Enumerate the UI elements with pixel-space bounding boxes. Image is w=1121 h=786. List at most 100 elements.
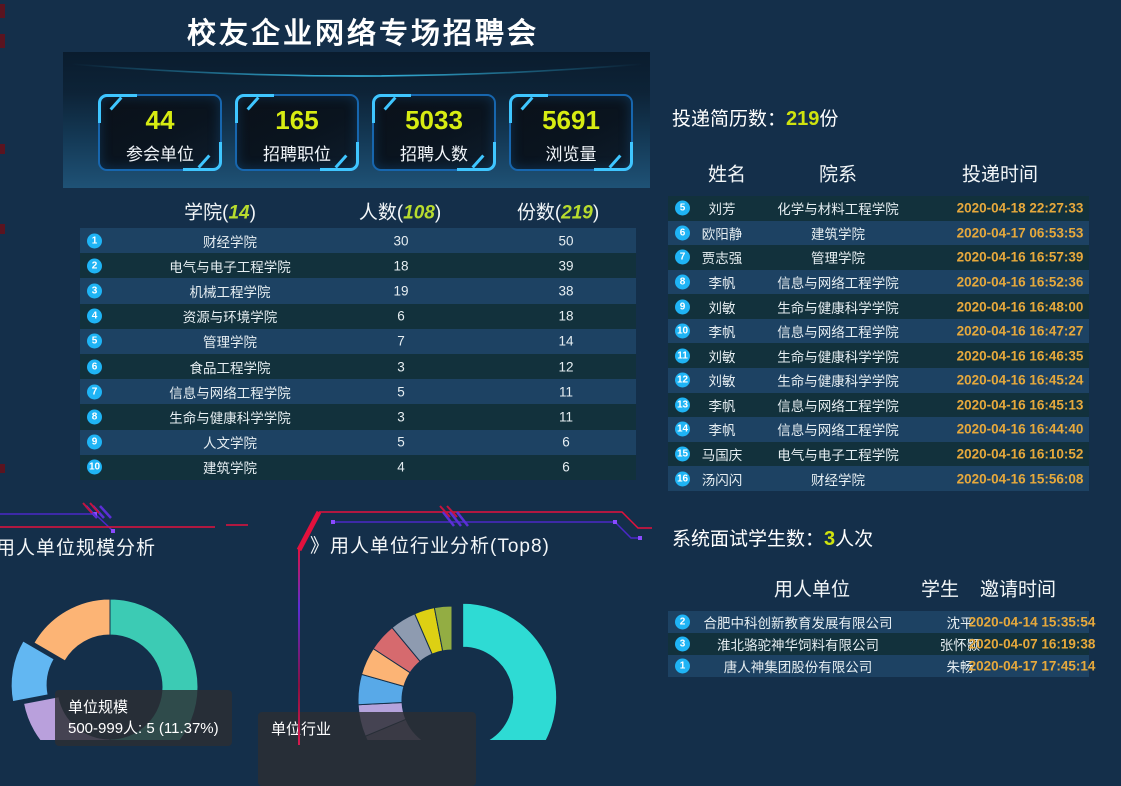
name-cell: 李帆 xyxy=(708,423,736,439)
resume-table: 5 刘芳 化学与材料工程学院 2020-04-18 22:27:33 6 欧阳静… xyxy=(668,196,1089,491)
donut-slice[interactable] xyxy=(433,605,453,652)
time-cell: 2020-04-07 16:19:38 xyxy=(968,636,1096,652)
people-cell: 6 xyxy=(397,308,405,324)
donut-slice[interactable] xyxy=(462,602,558,740)
dept-cell: 生命与健康科学学院 xyxy=(777,349,899,365)
rank-badge: 3 xyxy=(675,636,690,652)
table-row: 4 资源与环境学院 6 18 xyxy=(80,303,636,329)
rank-badge: 1 xyxy=(87,233,102,249)
table-row: 10 李帆 信息与网络工程学院 2020-04-16 16:47:27 xyxy=(668,318,1089,344)
table-row: 8 李帆 信息与网络工程学院 2020-04-16 16:52:36 xyxy=(668,269,1089,295)
donut-slice[interactable] xyxy=(10,640,55,703)
time-cell: 2020-04-16 16:44:40 xyxy=(956,421,1084,437)
copies-cell: 18 xyxy=(558,308,574,324)
resume-panel-title: 投递简历数：219份 xyxy=(672,108,839,130)
copies-cell: 14 xyxy=(558,333,574,349)
copies-cell: 11 xyxy=(558,409,573,425)
table-row: 13 李帆 信息与网络工程学院 2020-04-16 16:45:13 xyxy=(668,392,1089,418)
table-row: 7 信息与网络工程学院 5 11 xyxy=(80,379,636,405)
people-header: 人数(108) xyxy=(358,202,442,224)
people-cell: 19 xyxy=(393,283,409,299)
name-cell: 刘敏 xyxy=(708,300,736,316)
college-cell: 财经学院 xyxy=(203,234,257,250)
rank-badge: 11 xyxy=(675,348,690,364)
dept-cell: 信息与网络工程学院 xyxy=(777,423,899,439)
people-cell: 18 xyxy=(393,258,409,274)
rank-badge: 8 xyxy=(675,274,690,290)
dept-cell: 生命与健康科学学院 xyxy=(777,374,899,390)
time-cell: 2020-04-17 17:45:14 xyxy=(968,658,1096,674)
college-table-header: 学院(14) 人数(108) 份数(219) xyxy=(80,198,636,224)
rank-badge: 6 xyxy=(675,225,690,241)
edge-decoration xyxy=(0,34,5,48)
copies-cell: 12 xyxy=(558,359,574,375)
donut-slice[interactable] xyxy=(33,598,111,662)
stat-value: 44 xyxy=(145,105,175,135)
dept-cell: 信息与网络工程学院 xyxy=(777,398,899,414)
edge-decoration xyxy=(0,464,5,473)
time-cell: 2020-04-16 15:56:08 xyxy=(956,471,1084,487)
edge-decoration xyxy=(0,224,5,234)
dashboard-root: { "page": { "title": "校友企业网络专场招聘会", "bg_… xyxy=(0,4,1096,786)
time-cell: 2020-04-16 16:57:39 xyxy=(956,249,1084,265)
college-header: 学院(14) xyxy=(184,202,256,224)
table-row: 15 马国庆 电气与电子工程学院 2020-04-16 16:10:52 xyxy=(668,441,1089,467)
rank-badge: 7 xyxy=(87,384,102,400)
rank-badge: 8 xyxy=(87,409,102,425)
rank-badge: 4 xyxy=(87,308,102,324)
table-row: 16 汤闪闪 财经学院 2020-04-16 15:56:08 xyxy=(668,466,1089,491)
people-cell: 7 xyxy=(397,333,405,349)
name-cell: 刘敏 xyxy=(708,374,736,390)
rank-badge: 6 xyxy=(87,359,102,375)
rank-badge: 15 xyxy=(675,446,690,462)
rank-badge: 16 xyxy=(675,471,690,487)
name-cell: 刘芳 xyxy=(708,202,736,218)
people-cell: 4 xyxy=(397,459,405,475)
stat-label: 浏览量 xyxy=(545,145,597,164)
college-cell: 机械工程学院 xyxy=(189,285,271,300)
time-cell: 2020-04-16 16:48:00 xyxy=(956,299,1084,315)
dept-cell: 建筑学院 xyxy=(811,226,865,242)
student-header: 学生 xyxy=(920,579,959,601)
table-row: 8 生命与健康科学学院 3 11 xyxy=(80,404,636,430)
table-row: 5 管理学院 7 14 xyxy=(80,328,636,355)
time-cell: 2020-04-18 22:27:33 xyxy=(956,200,1084,216)
table-row: 3 淮北骆驼神华饲料有限公司 张怀颢 2020-04-07 16:19:38 xyxy=(668,633,1095,655)
time-cell: 2020-04-17 06:53:53 xyxy=(956,225,1084,241)
people-cell: 3 xyxy=(397,409,405,425)
college-cell: 生命与健康科学学院 xyxy=(169,411,291,427)
company-cell: 唐人神集团股份有限公司 xyxy=(723,660,873,675)
table-row: 10 建筑学院 4 6 xyxy=(80,454,636,481)
stat-value: 165 xyxy=(275,105,319,135)
people-cell: 3 xyxy=(397,359,405,375)
student-cell: 朱畅 xyxy=(946,660,974,675)
college-table: 1 财经学院 30 50 2 电气与电子工程学院 18 39 3 机械工程学院 … xyxy=(80,228,636,481)
student-cell: 张怀颢 xyxy=(939,638,981,653)
college-cell: 资源与环境学院 xyxy=(182,310,278,326)
stat-value: 5033 xyxy=(405,105,463,135)
industry-chart-tooltip: 单位行业 xyxy=(258,712,476,786)
people-cell: 5 xyxy=(397,384,405,400)
dept-cell: 生命与健康科学学院 xyxy=(777,300,899,316)
table-row: 6 食品工程学院 3 12 xyxy=(80,354,636,380)
name-cell: 刘敏 xyxy=(708,349,736,365)
dept-cell: 管理学院 xyxy=(811,251,865,267)
name-cell: 李帆 xyxy=(708,276,736,292)
college-cell: 食品工程学院 xyxy=(189,360,271,376)
copies-header: 份数(219) xyxy=(516,202,600,224)
company-cell: 合肥中科创新教育发展有限公司 xyxy=(703,616,893,631)
company-header: 用人单位 xyxy=(773,579,850,601)
stat-card-headcount: 5033 招聘人数 xyxy=(372,94,496,171)
interview-table-header: 用人单位 学生 邀请时间 xyxy=(668,575,1089,601)
table-row: 1 唐人神集团股份有限公司 朱畅 2020-04-17 17:45:14 xyxy=(668,655,1095,677)
table-row: 7 贾志强 管理学院 2020-04-16 16:57:39 xyxy=(668,245,1089,270)
resume-count: 219 xyxy=(786,108,820,130)
name-cell: 李帆 xyxy=(708,325,736,341)
table-row: 1 财经学院 30 50 xyxy=(80,228,636,254)
college-cell: 电气与电子工程学院 xyxy=(169,259,291,275)
table-row: 9 刘敏 生命与健康科学学院 2020-04-16 16:48:00 xyxy=(668,294,1089,319)
name-cell: 马国庆 xyxy=(701,448,743,464)
time-cell: 2020-04-16 16:47:27 xyxy=(956,323,1084,339)
rank-badge: 14 xyxy=(675,421,690,437)
dept-cell: 财经学院 xyxy=(811,472,865,488)
